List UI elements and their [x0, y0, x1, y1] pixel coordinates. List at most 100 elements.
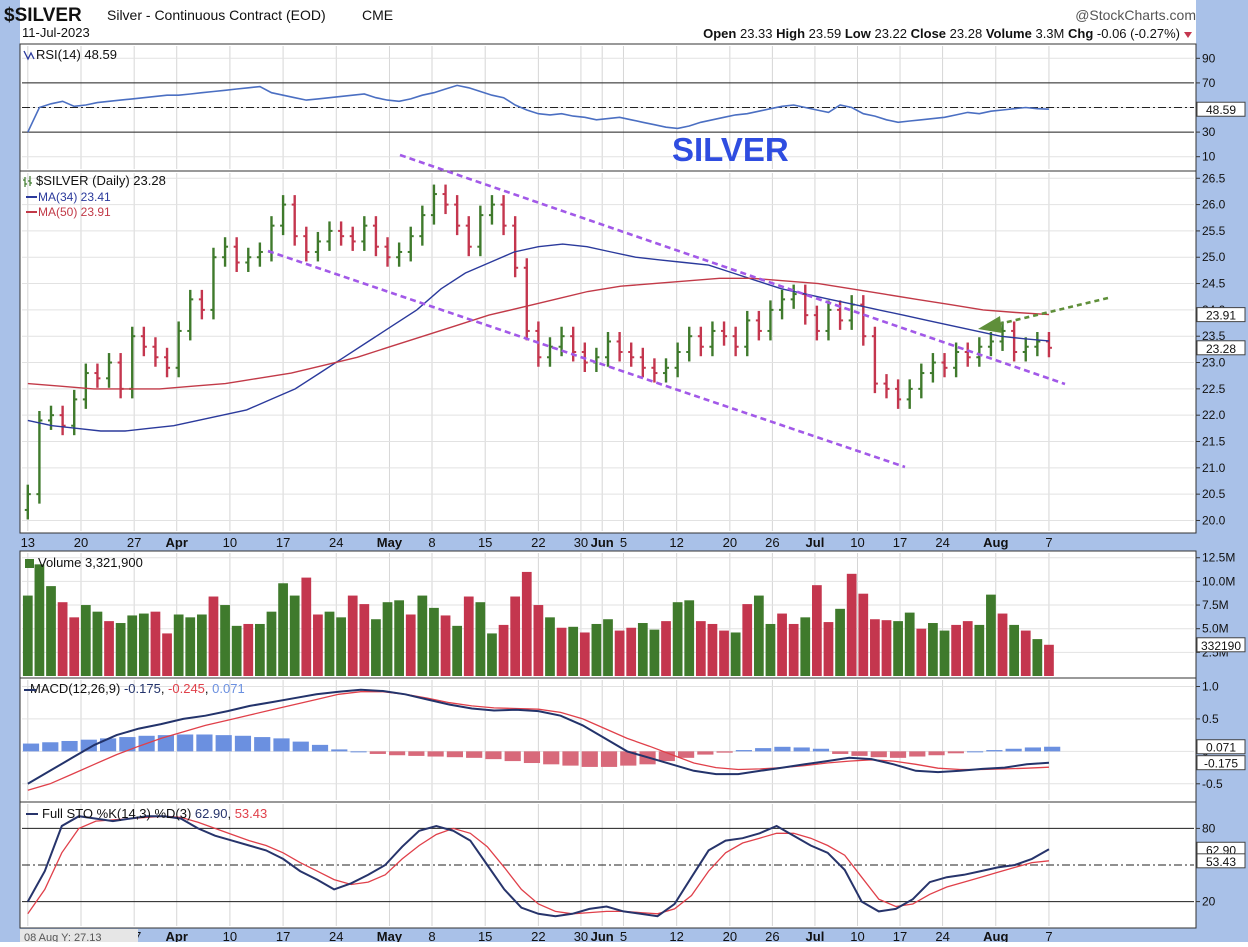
volume-bar: [835, 608, 845, 676]
volume-bar: [974, 624, 985, 676]
x-tick-label-bottom: 7: [1045, 929, 1052, 942]
price-bar: [686, 326, 693, 362]
close-label: Close: [911, 26, 946, 41]
y-tick-label: 1.0: [1202, 679, 1219, 693]
price-bar: [384, 237, 391, 267]
volume-bar: [591, 623, 602, 676]
close-value: 23.28: [950, 26, 983, 41]
x-tick-label: 7: [1045, 535, 1052, 550]
high-label: High: [776, 26, 805, 41]
x-tick-label: 20: [723, 535, 737, 550]
price-bar: [697, 326, 704, 357]
price-bar: [744, 310, 751, 357]
macd-histogram-bar: [947, 751, 964, 754]
y-tick-label: 24.5: [1202, 277, 1226, 291]
volume-bar: [846, 573, 857, 676]
x-tick-label: 22: [531, 535, 545, 550]
annotation-arrow-icon: [978, 316, 1002, 333]
volume-bar: [788, 623, 799, 676]
y-tick-label: 20.0: [1202, 513, 1226, 527]
macd-histogram-bar: [909, 751, 926, 757]
price-bar: [790, 284, 797, 309]
macd-value-tag: -0.175: [1204, 757, 1238, 771]
x-tick-label-bottom: 8: [428, 929, 435, 942]
volume-bar: [417, 595, 428, 676]
volume-bar: [92, 611, 103, 676]
macd-histogram-bar: [177, 734, 194, 752]
price-bar: [256, 242, 263, 267]
y-tick-label: 26.5: [1202, 171, 1226, 185]
volume-bar: [1032, 639, 1043, 676]
price-bar: [396, 242, 403, 267]
volume-bar: [440, 615, 451, 676]
x-tick-label: 5: [620, 535, 627, 550]
volume-bar: [510, 596, 521, 676]
macd-histogram-bar: [889, 751, 907, 758]
price-bar: [1034, 331, 1041, 357]
price-bar: [140, 326, 147, 357]
price-bar: [709, 321, 716, 357]
channel-lower-line: [267, 249, 906, 469]
price-bar: [964, 342, 971, 367]
volume-bar: [730, 632, 741, 676]
price-bar: [813, 305, 820, 341]
macd-histogram-bar: [620, 751, 637, 766]
rsi-legend-icon: [23, 50, 35, 61]
volume-bar: [336, 617, 346, 676]
price-bar: [465, 216, 472, 257]
volume-bar: [324, 611, 335, 676]
y-tick-label: 26.0: [1202, 198, 1226, 212]
volume-bar: [162, 633, 172, 676]
price-bar: [755, 310, 762, 341]
volume-bar: [231, 625, 242, 676]
volume-bar: [858, 593, 869, 676]
close-value-tag-box: [1196, 340, 1246, 356]
price-bar: [883, 374, 890, 399]
macd-histogram-bar: [562, 751, 579, 766]
price-bar: [106, 353, 113, 388]
macd-histogram-bar: [812, 748, 830, 752]
volume-bar: [208, 596, 219, 676]
price-bar: [929, 353, 936, 383]
header-ohlc: Open 23.33 High 23.59 Low 23.22 Close 23…: [703, 26, 1180, 41]
macd-histogram-bar: [986, 750, 1003, 752]
price-bar: [639, 347, 646, 378]
price-bar: [94, 363, 101, 388]
low-label: Low: [845, 26, 872, 41]
volume-bar: [753, 595, 764, 676]
price-bar: [500, 195, 507, 236]
volume-bar: [498, 624, 509, 676]
macd-histogram-bar: [851, 751, 868, 756]
macd-histogram-bar: [755, 748, 772, 752]
price-bar: [407, 226, 414, 262]
macd-histogram-bar: [157, 735, 174, 752]
x-tick-label: 15: [478, 535, 492, 550]
price-bar: [210, 247, 217, 320]
ma50-legend: MA(50) 23.91: [38, 205, 111, 219]
volume-bar: [811, 585, 822, 676]
y-tick-label: 21.0: [1202, 461, 1226, 475]
price-bar: [233, 237, 240, 272]
volume-bar: [127, 615, 138, 676]
macd-histogram-bar: [504, 751, 521, 762]
price-bar: [651, 358, 658, 383]
macd-histogram-bar: [870, 751, 887, 758]
volume-bar: [719, 630, 729, 676]
volume-bar: [196, 614, 207, 676]
volume-bar: [243, 623, 254, 676]
volume-legend-icon: [25, 559, 34, 568]
header-brand[interactable]: @StockCharts.com: [1075, 7, 1196, 23]
price-bar: [1022, 337, 1029, 362]
x-tick-label: 13: [21, 535, 35, 550]
volume-bar: [1044, 644, 1054, 676]
volume-bar: [255, 623, 265, 676]
price-bar: [198, 289, 205, 320]
y-tick-label: 90: [1202, 51, 1216, 65]
price-bar: [941, 353, 948, 378]
volume-bar: [104, 621, 114, 676]
price-bar: [59, 405, 66, 436]
price-bar: [477, 205, 484, 257]
y-tick-label: 23.5: [1202, 329, 1226, 343]
volume-bar: [997, 613, 1008, 676]
